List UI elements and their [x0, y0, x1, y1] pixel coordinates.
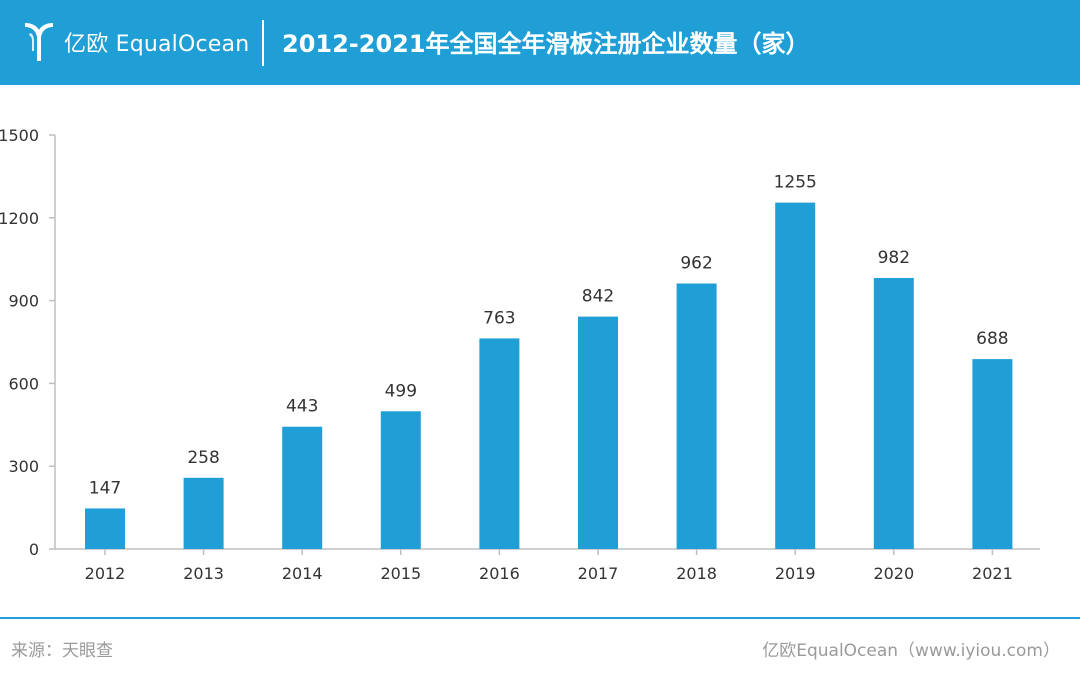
chart-title: 2012-2021年全国全年滑板注册企业数量（家） — [282, 30, 810, 58]
bar — [282, 426, 323, 549]
data-label: 443 — [286, 397, 318, 417]
bar-chart: 0 300 600 900 1200 1500 147 2012 258 2013 443 2014 4… — [0, 126, 1040, 583]
data-label: 962 — [680, 253, 712, 273]
bar — [873, 277, 914, 549]
bar — [380, 411, 421, 549]
bar — [85, 508, 125, 549]
bar — [578, 316, 618, 549]
y-tick-label: 900 — [8, 292, 39, 311]
x-tick-label: 2014 — [282, 564, 323, 583]
credit-note: 亿欧EqualOcean（www.iyiou.com） — [762, 641, 1060, 661]
y-tick-label: 1500 — [0, 126, 39, 145]
y-tick-label: 600 — [8, 374, 39, 393]
x-tick-label: 2012 — [85, 564, 126, 583]
data-label: 147 — [89, 478, 121, 498]
source-note: 来源：天眼查 — [11, 641, 113, 661]
data-label: 499 — [385, 381, 417, 401]
y-tick-label: 0 — [29, 540, 39, 559]
data-label: 763 — [483, 308, 515, 328]
footer-divider — [0, 617, 1080, 619]
y-tick-label: 1200 — [0, 209, 39, 228]
data-label: 688 — [976, 329, 1008, 349]
equalocean-logo-icon — [25, 23, 53, 61]
logo-text: 亿欧 EqualOcean — [64, 32, 250, 57]
data-label: 842 — [582, 287, 614, 307]
x-tick-label: 2013 — [183, 564, 224, 583]
logo: 亿欧 EqualOcean — [22, 16, 249, 68]
bar — [972, 359, 1013, 549]
data-label: 258 — [187, 448, 219, 468]
bar — [479, 338, 520, 549]
x-tick-label: 2018 — [676, 564, 717, 583]
header-bar: 亿欧 EqualOcean 2012-2021年全国全年滑板注册企业数量（家） — [0, 0, 1080, 85]
bar — [676, 283, 717, 549]
x-tick-label: 2016 — [479, 564, 520, 583]
x-tick-label: 2017 — [578, 564, 619, 583]
bar — [775, 202, 816, 549]
data-label: 1255 — [774, 173, 817, 193]
x-tick-label: 2021 — [972, 564, 1013, 583]
x-tick-label: 2019 — [775, 564, 816, 583]
bar — [183, 477, 224, 549]
x-tick-label: 2015 — [380, 564, 421, 583]
data-label: 982 — [878, 248, 910, 268]
x-tick-label: 2020 — [873, 564, 914, 583]
y-tick-label: 300 — [8, 457, 39, 476]
header-divider — [262, 20, 264, 66]
